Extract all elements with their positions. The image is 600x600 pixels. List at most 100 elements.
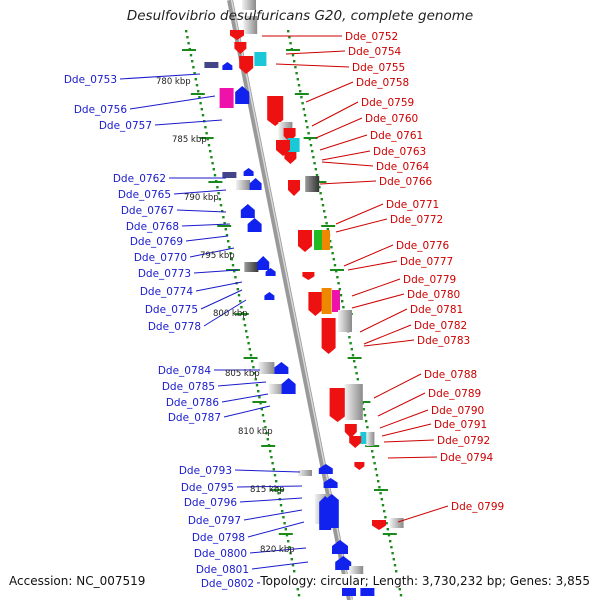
gene-label[interactable]: Dde_0778 [148, 321, 201, 333]
scale-dot [391, 552, 394, 555]
scale-dot [261, 414, 265, 417]
gene-arrow-reverse [274, 362, 289, 374]
gene-label[interactable]: Dde_0764 [376, 161, 430, 173]
gene-label[interactable]: Dde_0799 [451, 501, 504, 513]
scale-dot [217, 192, 220, 195]
scale-dot [210, 156, 213, 159]
scale-dot [323, 210, 326, 213]
gene-arrow-reverse [318, 464, 333, 474]
scale-dot [351, 354, 355, 357]
gene-label[interactable]: Dde_0785 [162, 381, 215, 393]
label-leader [221, 393, 269, 403]
scale-dot [193, 72, 196, 75]
gene-label[interactable]: Dde_0767 [121, 205, 174, 217]
gene-label[interactable]: Dde_0797 [188, 515, 241, 527]
scale-dot [221, 210, 224, 213]
scale-dot [365, 420, 368, 423]
gene-label[interactable]: Dde_0775 [145, 304, 198, 316]
scale-dot [236, 288, 239, 291]
gene-features [204, 0, 404, 596]
label-leader [176, 209, 227, 213]
gene-label[interactable]: Dde_0792 [437, 435, 490, 447]
gene-label[interactable]: Dde_0762 [113, 173, 166, 185]
scale-dot [227, 240, 230, 243]
scale-dot [312, 156, 315, 159]
scale-dot [283, 522, 286, 525]
gene-label[interactable]: Dde_0765 [118, 189, 171, 201]
gene-label[interactable]: Dde_0758 [356, 77, 409, 89]
gene-label[interactable]: Dde_0786 [166, 397, 220, 409]
scale-dot [398, 588, 401, 591]
scale-dot [371, 450, 374, 453]
scale-dot [380, 498, 383, 501]
gene-label[interactable]: Dde_0770 [134, 252, 187, 264]
scale-dot [354, 366, 357, 369]
scale-label: 820 kbp [260, 545, 295, 555]
scale-dot [216, 186, 219, 189]
label-leader [247, 521, 305, 538]
gene-label[interactable]: Dde_0752 [345, 31, 398, 43]
gene-label[interactable]: Dde_0794 [440, 452, 494, 464]
scale-dot [335, 270, 338, 273]
gene-label[interactable]: Dde_0763 [373, 146, 426, 158]
scale-dot [225, 234, 229, 237]
scale-dot [211, 162, 214, 165]
gene-label[interactable]: Dde_0753 [64, 74, 117, 86]
gene-label[interactable]: Dde_0796 [184, 497, 238, 509]
gene-label[interactable]: Dde_0781 [410, 304, 463, 316]
gene-label[interactable]: Dde_0760 [365, 113, 418, 125]
gene-label[interactable]: Dde_0772 [390, 214, 443, 226]
gene-label[interactable]: Dde_0788 [424, 369, 477, 381]
gene-block [219, 88, 234, 108]
gene-label[interactable]: Dde_0754 [348, 46, 402, 58]
gene-label[interactable]: Dde_0791 [434, 419, 487, 431]
gene-label[interactable]: Dde_0783 [417, 335, 470, 347]
gene-label[interactable]: Dde_0802 [201, 578, 254, 590]
gene-label[interactable]: Dde_0793 [179, 465, 232, 477]
gene-arrow-forward [302, 272, 315, 280]
gene-label[interactable]: Dde_0761 [370, 130, 423, 142]
scale-dot [245, 330, 248, 333]
gene-arrow-forward [267, 96, 284, 126]
gene-label[interactable]: Dde_0766 [379, 176, 433, 188]
scale-dot [206, 138, 209, 141]
gene-label[interactable]: Dde_0789 [428, 388, 481, 400]
gene-label[interactable]: Dde_0755 [352, 62, 405, 74]
scale-dot [366, 426, 369, 429]
gene-label[interactable]: Dde_0768 [126, 221, 179, 233]
gene-block [360, 432, 367, 444]
gene-block [254, 52, 267, 66]
scale-dot [222, 216, 225, 219]
gene-label[interactable]: Dde_0780 [407, 289, 460, 301]
gene-label[interactable]: Dde_0757 [99, 120, 152, 132]
gene-label[interactable]: Dde_0777 [400, 256, 453, 268]
gene-label[interactable]: Dde_0756 [74, 104, 128, 116]
gene-label[interactable]: Dde_0784 [158, 365, 212, 377]
label-leader [195, 281, 243, 292]
gene-label[interactable]: Dde_0787 [168, 412, 221, 424]
gene-label[interactable]: Dde_0774 [140, 286, 194, 298]
scale-dot [233, 270, 236, 273]
gene-label[interactable]: Dde_0801 [196, 564, 249, 576]
gene-label[interactable]: Dde_0800 [194, 548, 247, 560]
gene-label[interactable]: Dde_0776 [396, 240, 450, 252]
gene-label[interactable]: Dde_0798 [192, 532, 245, 544]
gene-label[interactable]: Dde_0795 [181, 482, 234, 494]
gene-arrow-reverse [323, 478, 338, 488]
scale-dot [329, 240, 332, 243]
scale-dot [230, 258, 233, 261]
gene-label[interactable]: Dde_0773 [138, 268, 191, 280]
label-leader [335, 203, 384, 225]
gene-label[interactable]: Dde_0759 [361, 97, 414, 109]
gene-label[interactable]: Dde_0779 [403, 274, 456, 286]
gene-label[interactable]: Dde_0790 [431, 405, 484, 417]
gene-arrow-reverse [240, 204, 255, 218]
scale-dot [200, 108, 203, 111]
scale-dot [306, 126, 309, 129]
scale-dot [296, 78, 299, 81]
scale-dot [273, 474, 277, 477]
gene-label[interactable]: Dde_0782 [414, 320, 467, 332]
label-leader [379, 409, 429, 429]
gene-label[interactable]: Dde_0771 [386, 199, 439, 211]
gene-label[interactable]: Dde_0769 [130, 236, 183, 248]
